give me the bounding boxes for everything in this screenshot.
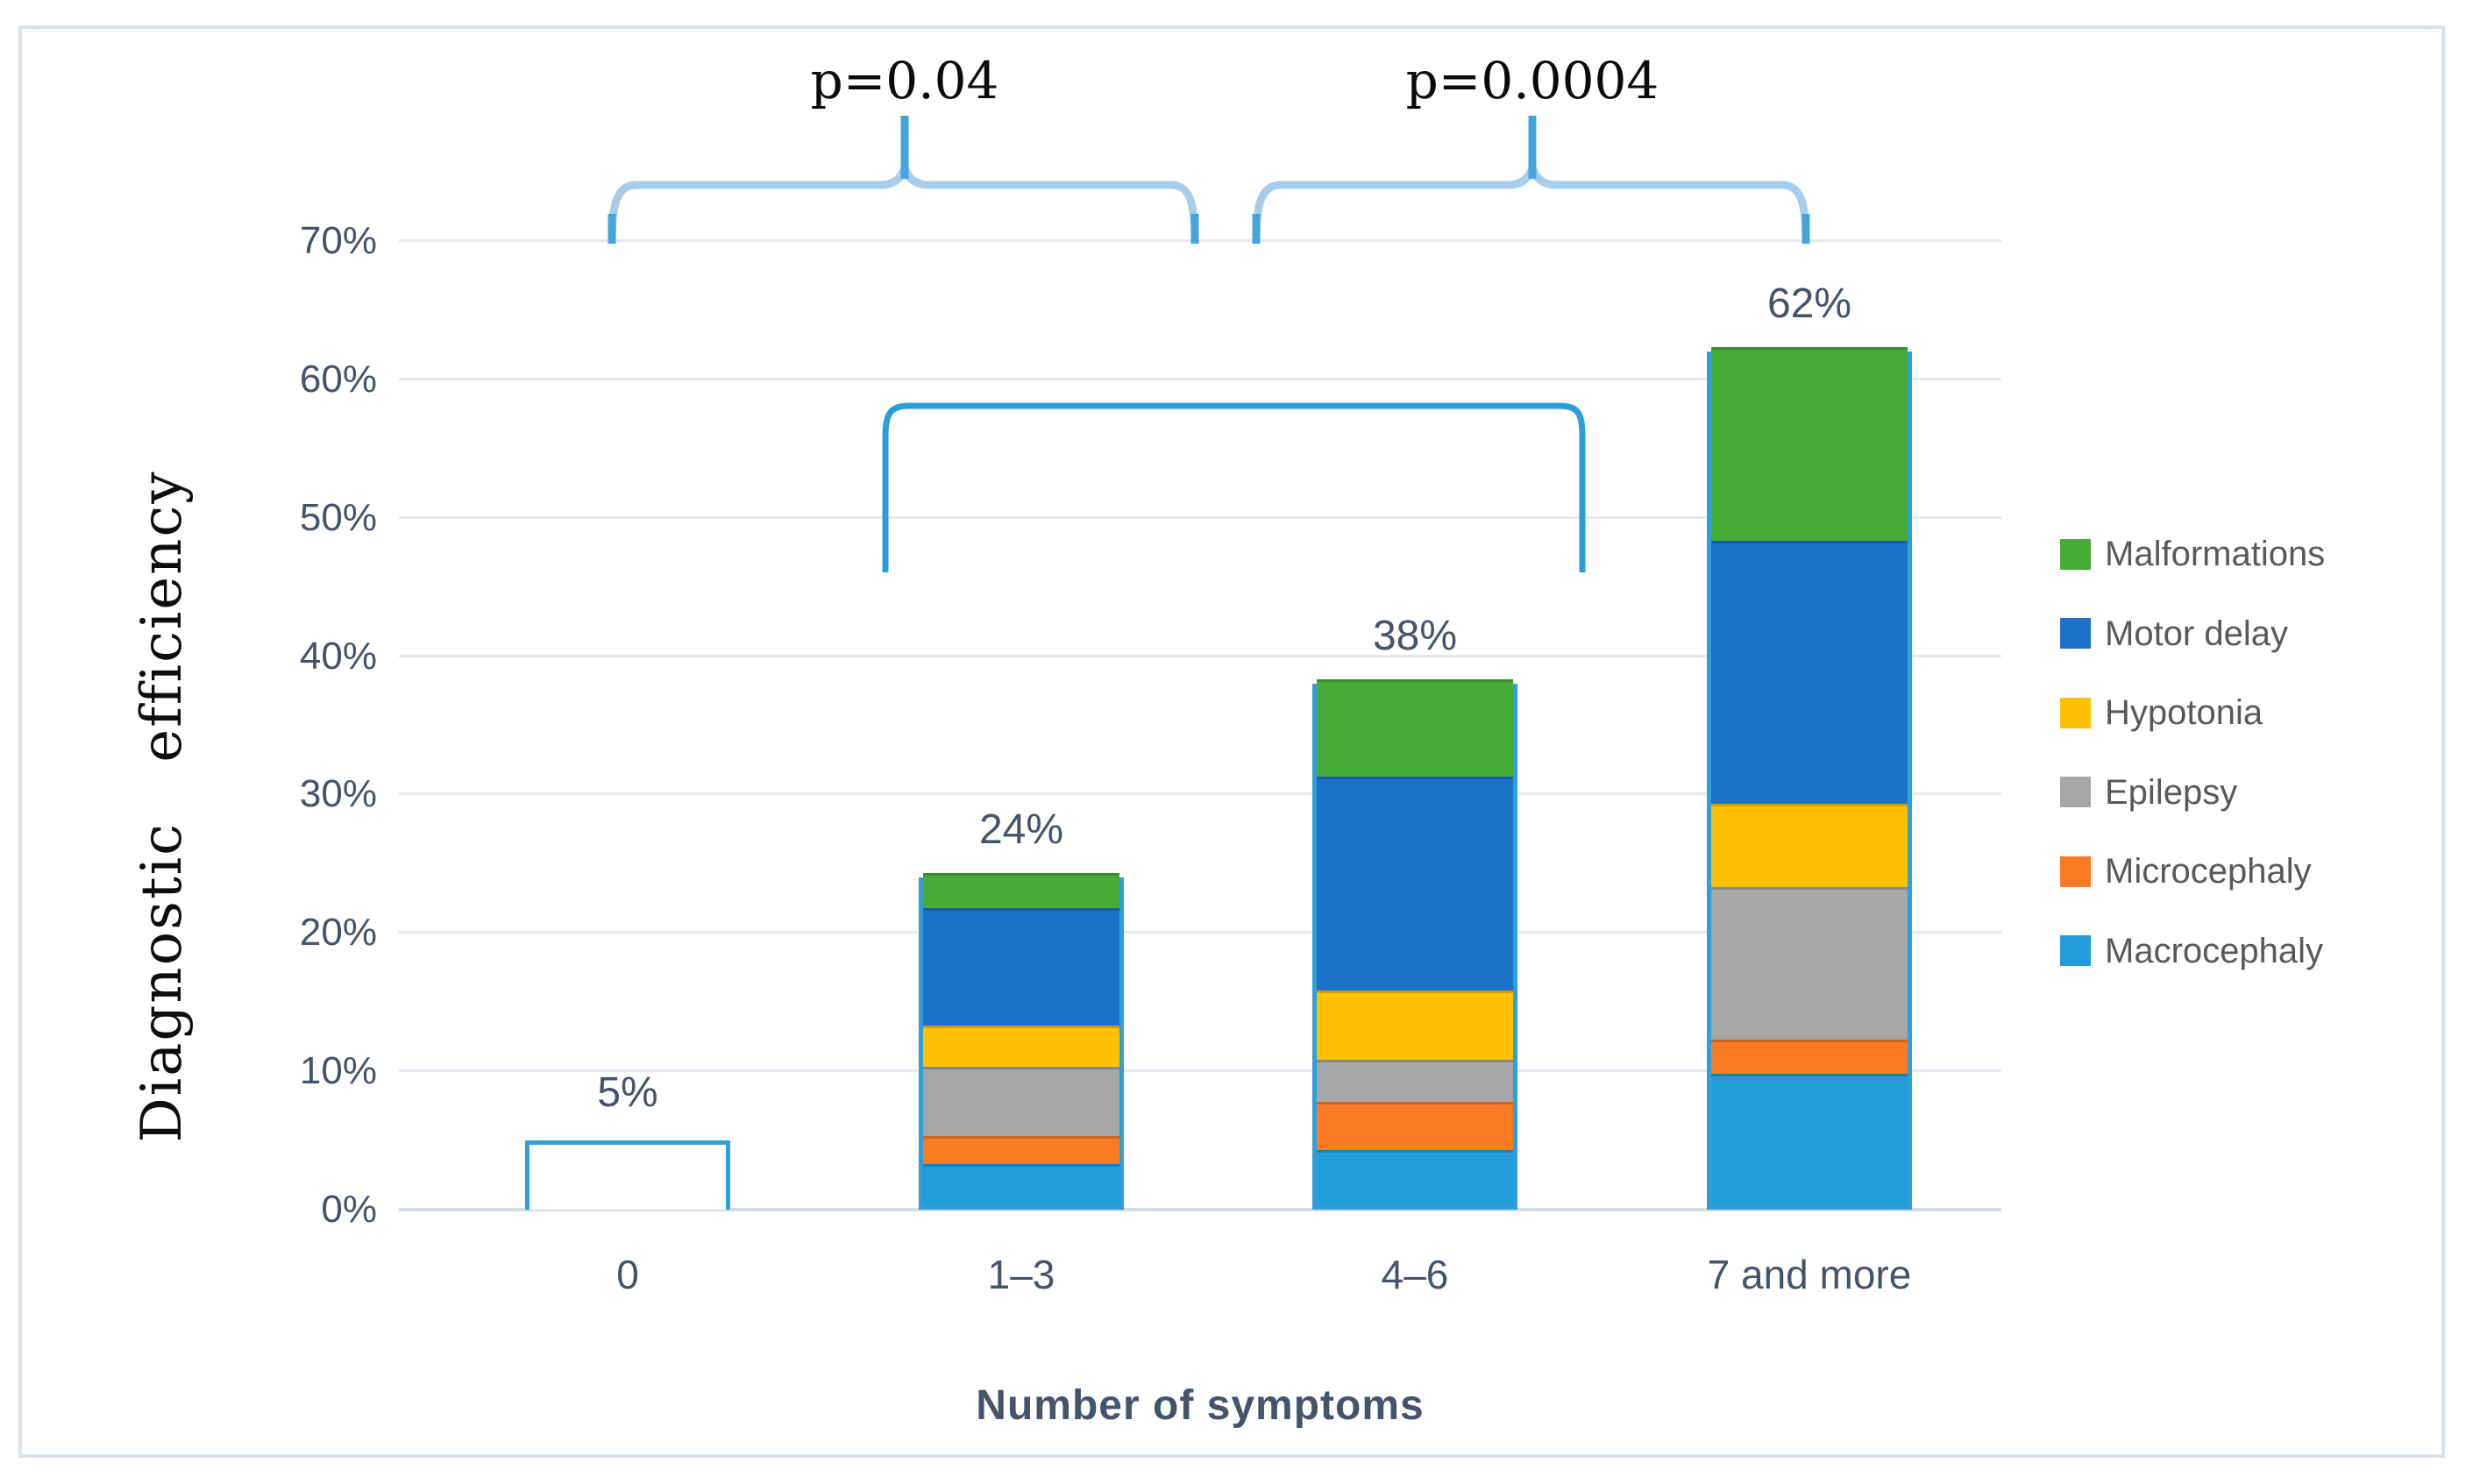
bracket-p1 [608,153,1199,243]
bar-segment-epilepsy [923,1067,1119,1137]
legend-swatch-icon [2060,538,2091,570]
legend-item-microcephaly: Microcephaly [2060,850,2312,892]
y-tick-label: 0% [321,1188,377,1231]
y-tick-label: 30% [299,772,377,816]
gridline-10% [399,1069,2001,1073]
bar-segment-epilepsy [1711,886,1908,1040]
bracket-p2 [1252,153,1810,243]
legend-swatch-icon [2060,856,2091,887]
bar-segment-macrocephaly [1711,1074,1908,1205]
bar-segment-hypotonia [923,1025,1119,1068]
x-tick-label: 7 and more [1707,1252,1912,1297]
gridline-60% [399,377,2001,380]
bar-0 [525,1140,730,1210]
bracket-middle [882,402,1586,572]
gridline-20% [399,931,2001,934]
legend-swatch-icon [2060,935,2091,966]
legend-item-hypotonia: Hypotonia [2060,692,2263,734]
figure-border [18,25,2445,1458]
bar-total-label: 5% [597,1069,658,1117]
legend-item-motor-delay: Motor delay [2060,613,2288,655]
x-axis-title: Number of symptoms [976,1382,1425,1429]
legend-item-malformations: Malformations [2060,533,2325,575]
gridline-0% [399,1208,2001,1211]
p-value-label-2: p=0.0004 [1405,51,1659,110]
gridline-70% [399,239,2001,242]
bar-segment-motor-delay [1711,541,1908,805]
legend-swatch-icon [2060,618,2091,649]
legend-label: Macrocephaly [2105,931,2324,970]
bar-segment-macrocephaly [923,1163,1119,1205]
x-tick-label: 1–3 [987,1252,1055,1297]
legend-swatch-icon [2060,697,2091,728]
bar-segment-microcephaly [923,1136,1119,1164]
y-tick-label: 40% [299,634,377,678]
bar-segment-microcephaly [1317,1101,1513,1150]
legend-item-macrocephaly: Macrocephaly [2060,930,2323,972]
y-tick-label: 50% [299,495,377,539]
bar-1–3 [919,873,1124,1210]
bar-total-label: 62% [1766,280,1852,328]
legend-label: Epilepsy [2105,772,2238,812]
bar-total-label: 24% [978,806,1064,854]
bar-7 and more [1707,347,1912,1210]
gridline-40% [399,654,2001,657]
bar-segment-macrocephaly [1317,1149,1513,1205]
bar-segment-malformations [923,873,1119,908]
legend-item-epilepsy: Epilepsy [2060,771,2237,813]
bar-segment-motor-delay [1317,776,1513,991]
x-tick-label: 0 [616,1252,639,1297]
legend-label: Hypotonia [2105,693,2263,732]
legend-label: Motor delay [2105,614,2288,653]
bar-segment-microcephaly [1711,1039,1908,1075]
bar-segment-malformations [1317,679,1513,777]
x-tick-label: 4–6 [1381,1252,1449,1297]
bar-segment-hypotonia [1711,804,1908,887]
legend-swatch-icon [2060,777,2091,807]
y-tick-label: 60% [299,357,377,401]
y-axis-title: Diagnostic efficiency [130,470,195,1143]
bar-segment-malformations [1711,347,1908,542]
bar-4–6 [1312,679,1517,1210]
y-tick-label: 20% [299,911,377,955]
p-value-label-1: p=0.04 [810,51,999,110]
legend-label: Malformations [2105,535,2326,573]
bar-total-label: 38% [1372,613,1458,660]
bar-segment-hypotonia [1317,991,1513,1061]
bar-segment-epilepsy [1317,1060,1513,1102]
y-tick-label: 70% [299,219,377,262]
y-tick-label: 10% [299,1049,377,1093]
bar-segment-motor-delay [923,907,1119,1026]
legend-label: Microcephaly [2105,852,2312,891]
gridline-30% [399,792,2001,796]
